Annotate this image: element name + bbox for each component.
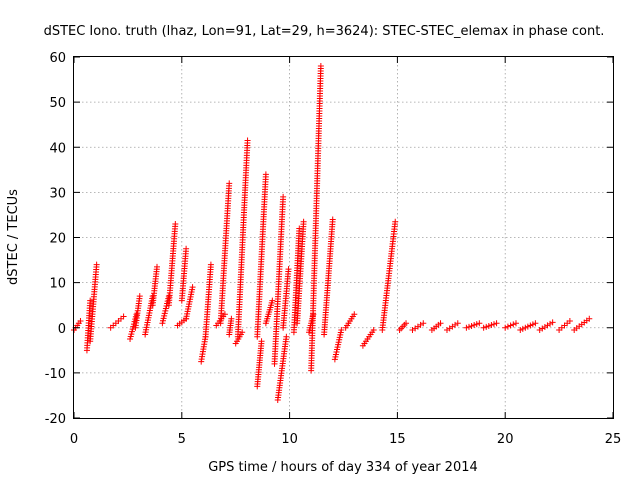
data-point [154, 263, 161, 270]
chart-title: dSTEC Iono. truth (lhaz, Lon=91, Lat=29,… [44, 24, 605, 39]
data-point [244, 137, 251, 144]
data-point [351, 311, 358, 318]
data-point [77, 317, 84, 324]
data-point [473, 321, 480, 328]
data-point [527, 322, 534, 329]
data-point [87, 297, 94, 304]
data-point [317, 63, 324, 70]
data-point [120, 313, 127, 320]
data-point [468, 322, 475, 329]
data-point [437, 320, 444, 327]
data-point [517, 327, 524, 334]
y-tick-label: 10 [49, 277, 66, 292]
data-point [269, 297, 276, 304]
data-point [512, 320, 519, 327]
data-point [454, 320, 461, 327]
data-point [586, 315, 593, 322]
data-point [338, 327, 345, 334]
data-point [228, 315, 235, 322]
data-point [329, 216, 336, 223]
data-point [285, 266, 292, 273]
data-point [493, 320, 500, 327]
data-point [280, 193, 287, 200]
data-point [226, 180, 233, 187]
x-tick-label: 5 [178, 432, 186, 447]
x-tick-label: 0 [70, 432, 78, 447]
plot-frame [73, 56, 614, 419]
y-tick-label: 30 [49, 186, 66, 201]
data-point [392, 218, 399, 225]
data-point [207, 261, 214, 268]
data-point [183, 245, 190, 252]
data-point [519, 325, 526, 332]
x-tick-label: 15 [389, 432, 406, 447]
data-point [488, 322, 495, 329]
data-point [189, 284, 196, 291]
y-tick-label: -20 [45, 412, 66, 427]
data-point [507, 322, 514, 329]
data-point [296, 225, 303, 232]
x-tick-label: 20 [497, 432, 514, 447]
y-tick-label: 0 [58, 322, 66, 337]
data-point [403, 320, 410, 327]
data-points [71, 63, 593, 403]
grid [74, 57, 613, 418]
data-point [420, 320, 427, 327]
y-tick-label: 60 [49, 51, 66, 66]
data-point [262, 171, 269, 178]
data-point [549, 319, 556, 326]
data-point [471, 322, 478, 329]
y-tick-label: 20 [49, 232, 66, 247]
data-point [483, 323, 490, 330]
data-point [490, 321, 497, 328]
x-axis-label: GPS time / hours of day 334 of year 2014 [208, 460, 478, 475]
data-point [524, 323, 531, 330]
data-point [480, 324, 487, 331]
data-point [504, 323, 511, 330]
y-tick-label: 50 [49, 96, 66, 111]
data-point [529, 321, 536, 328]
data-point [258, 338, 265, 345]
data-point [370, 327, 377, 334]
data-point [463, 324, 470, 331]
x-tick-label: 25 [605, 432, 622, 447]
data-point [502, 324, 509, 331]
y-tick-label: -10 [45, 367, 66, 382]
data-point [566, 317, 573, 324]
data-point [172, 220, 179, 227]
data-point [93, 261, 100, 268]
x-tick-label: 10 [281, 432, 298, 447]
data-point [300, 218, 307, 225]
y-tick-label: 40 [49, 141, 66, 156]
data-point [510, 321, 517, 328]
data-point [136, 293, 143, 300]
data-point [522, 324, 529, 331]
data-point [485, 322, 492, 329]
data-point [476, 320, 483, 327]
data-point [532, 320, 539, 327]
data-point [465, 323, 472, 330]
data-point [221, 311, 228, 318]
y-axis-label: dSTEC / TECUs [6, 189, 21, 285]
data-point [283, 333, 290, 340]
axes: 0 5 10 15 20 25 -20 -10 0 10 20 30 40 50 60 [45, 51, 622, 447]
